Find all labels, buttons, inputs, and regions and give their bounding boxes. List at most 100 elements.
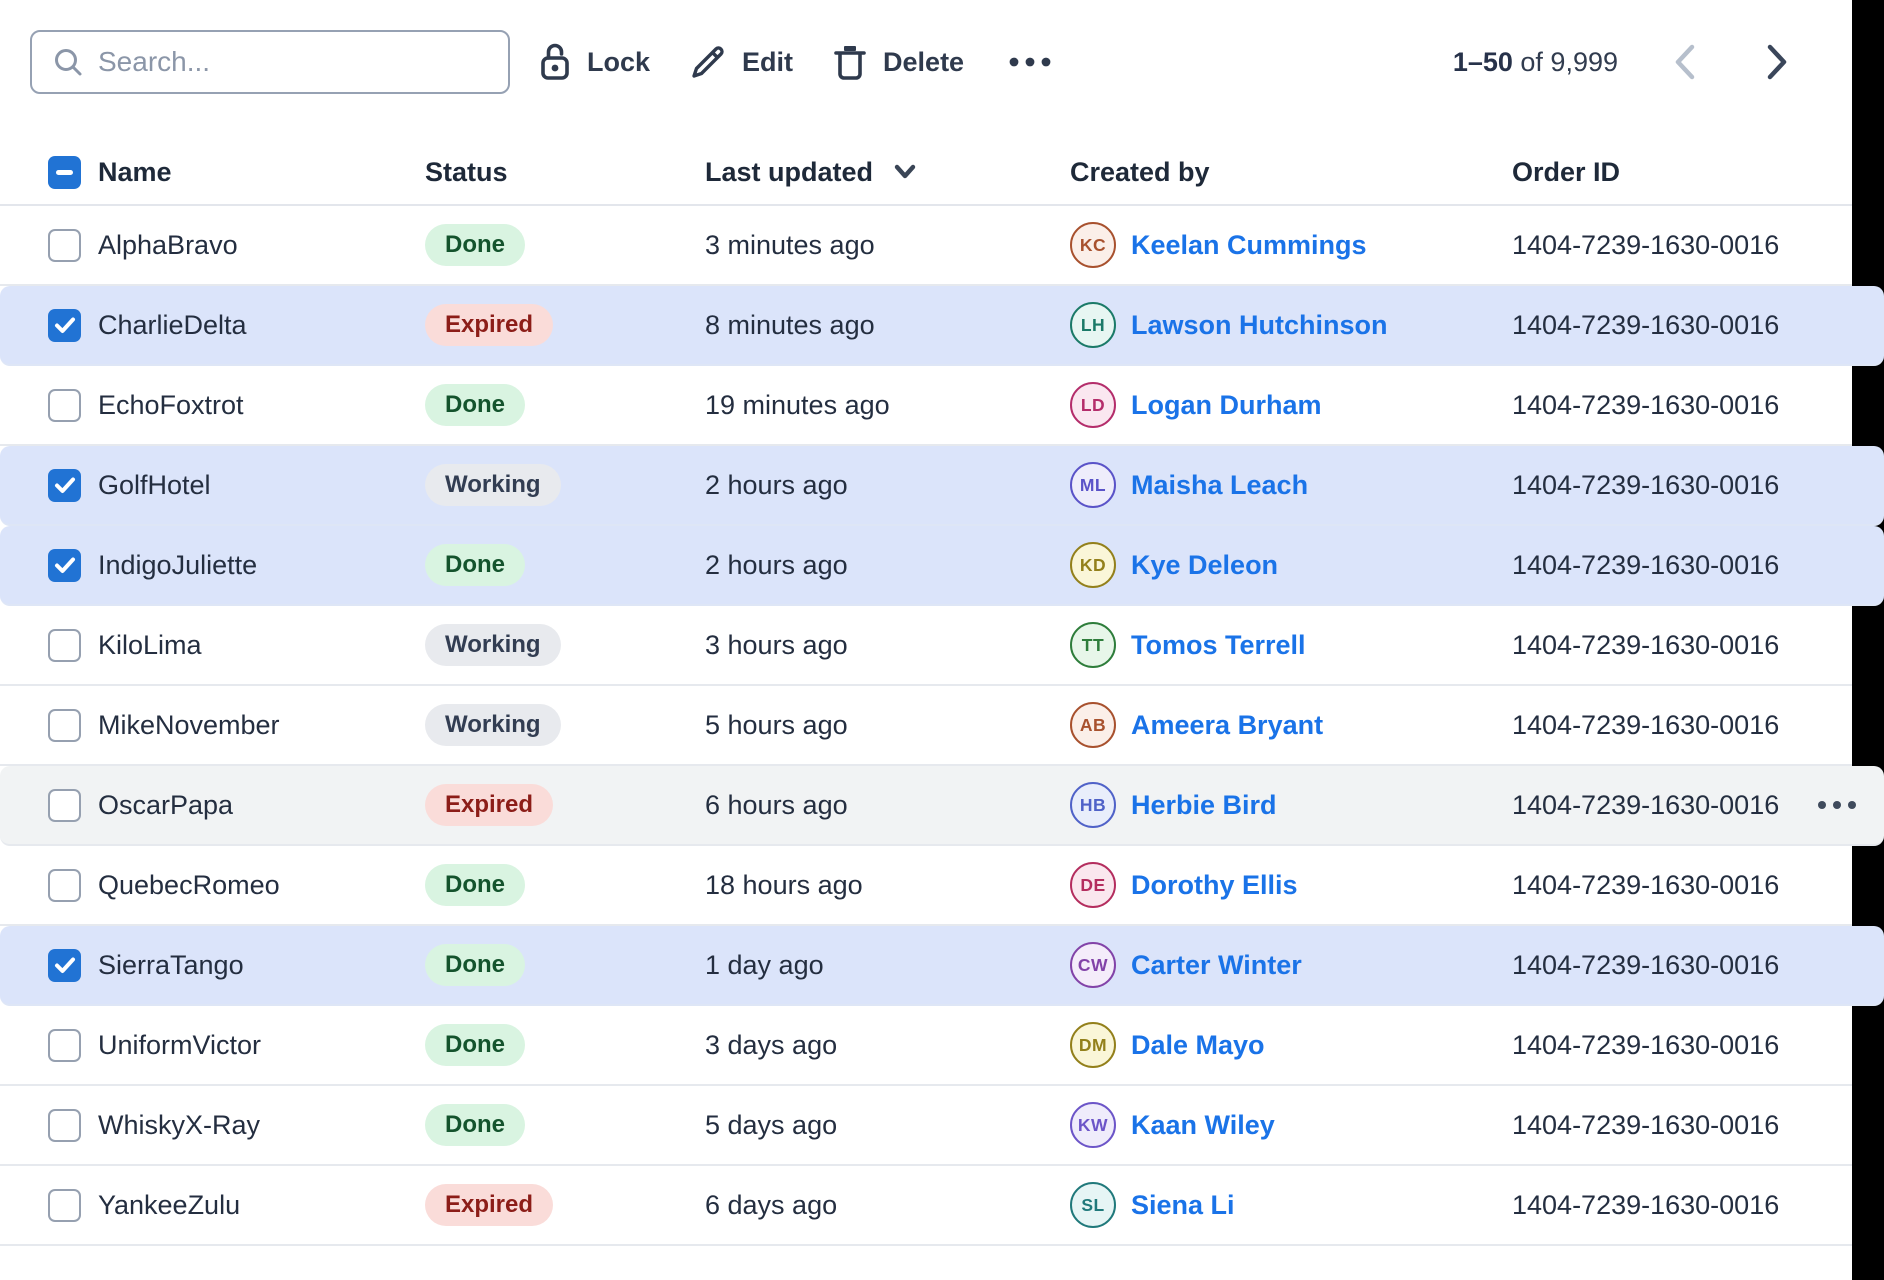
next-page-button[interactable] <box>1762 41 1792 83</box>
row-name: MikeNovember <box>98 709 280 740</box>
table-row[interactable]: WhiskyX-Ray Done 5 days ago KW Kaan Wile… <box>0 1086 1852 1166</box>
row-name: SierraTango <box>98 949 244 980</box>
table-row[interactable]: MikeNovember Working 5 hours ago AB Amee… <box>0 686 1852 766</box>
status-badge: Done <box>425 1023 525 1067</box>
edit-label: Edit <box>742 46 794 77</box>
table-row[interactable]: IndigoJuliette Done 2 hours ago KD Kye D… <box>0 526 1884 606</box>
row-last-updated: 5 days ago <box>705 1109 838 1140</box>
status-badge: Done <box>425 543 525 587</box>
creator-link[interactable]: Ameera Bryant <box>1131 709 1324 740</box>
row-name: CharlieDelta <box>98 309 247 340</box>
status-badge: Working <box>425 463 561 507</box>
table-row[interactable]: KiloLima Working 3 hours ago TT Tomos Te… <box>0 606 1852 686</box>
row-last-updated: 2 hours ago <box>705 549 848 580</box>
row-order-id: 1404-7239-1630-0016 <box>1512 1109 1780 1140</box>
row-order-id: 1404-7239-1630-0016 <box>1512 549 1780 580</box>
table-header-row: Name Status Last updated Created by Orde… <box>0 140 1852 206</box>
row-menu-button[interactable] <box>1812 796 1862 814</box>
status-badge: Expired <box>425 783 554 827</box>
row-checkbox[interactable] <box>48 228 81 262</box>
lock-button[interactable]: Lock <box>537 42 650 82</box>
column-header-last-updated[interactable]: Last updated <box>705 157 917 188</box>
row-last-updated: 3 hours ago <box>705 629 848 660</box>
table-row[interactable]: OscarPapa Expired 6 hours ago HB Herbie … <box>0 766 1884 846</box>
avatar: LD <box>1070 382 1116 428</box>
checkmark-icon <box>54 317 75 333</box>
row-last-updated: 6 hours ago <box>705 789 848 820</box>
row-last-updated: 8 minutes ago <box>705 309 875 340</box>
creator-link[interactable]: Keelan Cummings <box>1131 229 1367 260</box>
row-checkbox[interactable] <box>48 468 81 502</box>
table-row[interactable]: QuebecRomeo Done 18 hours ago DE Dorothy… <box>0 846 1852 926</box>
creator-link[interactable]: Herbie Bird <box>1131 789 1277 820</box>
delete-button[interactable]: Delete <box>831 42 964 82</box>
table-row[interactable]: GolfHotel Working 2 hours ago ML Maisha … <box>0 446 1884 526</box>
row-checkbox[interactable] <box>48 1028 81 1062</box>
row-last-updated: 3 days ago <box>705 1029 838 1060</box>
row-checkbox[interactable] <box>48 868 81 902</box>
pagination-of: of <box>1512 46 1551 77</box>
status-badge: Done <box>425 383 525 427</box>
checkmark-icon <box>54 477 75 493</box>
row-checkbox[interactable] <box>48 1188 81 1222</box>
pagination-total: 9,999 <box>1550 46 1618 77</box>
row-order-id: 1404-7239-1630-0016 <box>1512 1029 1780 1060</box>
row-last-updated: 19 minutes ago <box>705 389 890 420</box>
row-checkbox[interactable] <box>48 388 81 422</box>
row-checkbox[interactable] <box>48 788 81 822</box>
row-checkbox[interactable] <box>48 1108 81 1142</box>
column-header-name: Name <box>98 156 172 187</box>
avatar: LH <box>1070 302 1116 348</box>
avatar: DE <box>1070 862 1116 908</box>
creator-link[interactable]: Tomos Terrell <box>1131 629 1306 660</box>
table-row[interactable]: AlphaBravo Done 3 minutes ago KC Keelan … <box>0 206 1852 286</box>
table-row[interactable]: EchoFoxtrot Done 19 minutes ago LD Logan… <box>0 366 1852 446</box>
avatar: SL <box>1070 1182 1116 1228</box>
avatar: AB <box>1070 702 1116 748</box>
pagination: 1–50 of 9,999 <box>1453 30 1792 94</box>
screen-edge-strip <box>1852 0 1884 1280</box>
row-checkbox[interactable] <box>48 948 81 982</box>
creator-link[interactable]: Carter Winter <box>1131 949 1302 980</box>
creator-link[interactable]: Dorothy Ellis <box>1131 869 1298 900</box>
row-checkbox[interactable] <box>48 708 81 742</box>
search-box <box>30 30 510 94</box>
column-header-status: Status <box>425 156 508 187</box>
row-name: WhiskyX-Ray <box>98 1109 261 1140</box>
checkmark-icon <box>54 557 75 573</box>
prev-page-button[interactable] <box>1670 41 1700 83</box>
search-input[interactable] <box>98 34 508 90</box>
more-actions-button[interactable] <box>1002 56 1058 68</box>
row-name: UniformVictor <box>98 1029 262 1060</box>
creator-link[interactable]: Logan Durham <box>1131 389 1322 420</box>
creator-link[interactable]: Maisha Leach <box>1131 469 1309 500</box>
ellipsis-icon <box>1009 57 1051 67</box>
table-row[interactable]: CharlieDelta Expired 8 minutes ago LH La… <box>0 286 1884 366</box>
table-row[interactable]: YankeeZulu Expired 6 days ago SL Siena L… <box>0 1166 1852 1246</box>
table-row[interactable]: UniformVictor Done 3 days ago DM Dale Ma… <box>0 1006 1852 1086</box>
row-checkbox[interactable] <box>48 548 81 582</box>
select-all-checkbox[interactable] <box>48 155 81 189</box>
creator-link[interactable]: Lawson Hutchinson <box>1131 309 1388 340</box>
row-last-updated: 6 days ago <box>705 1189 838 1220</box>
row-name: YankeeZulu <box>98 1189 241 1220</box>
creator-link[interactable]: Kaan Wiley <box>1131 1109 1275 1140</box>
creator-link[interactable]: Dale Mayo <box>1131 1029 1265 1060</box>
table-row[interactable]: SierraTango Done 1 day ago CW Carter Win… <box>0 926 1884 1006</box>
status-badge: Expired <box>425 1183 554 1227</box>
creator-link[interactable]: Siena Li <box>1131 1189 1235 1220</box>
creator-link[interactable]: Kye Deleon <box>1131 549 1279 580</box>
lock-label: Lock <box>587 46 651 77</box>
row-order-id: 1404-7239-1630-0016 <box>1512 389 1780 420</box>
avatar: DM <box>1070 1022 1116 1068</box>
avatar: ML <box>1070 462 1116 508</box>
row-name: KiloLima <box>98 629 202 660</box>
row-checkbox[interactable] <box>48 628 81 662</box>
status-badge: Working <box>425 623 561 667</box>
edit-button[interactable]: Edit <box>688 42 793 82</box>
row-name: OscarPapa <box>98 789 234 820</box>
row-checkbox[interactable] <box>48 308 81 342</box>
row-order-id: 1404-7239-1630-0016 <box>1512 789 1780 820</box>
toolbar-actions: Lock Edit Delete <box>537 30 1058 94</box>
